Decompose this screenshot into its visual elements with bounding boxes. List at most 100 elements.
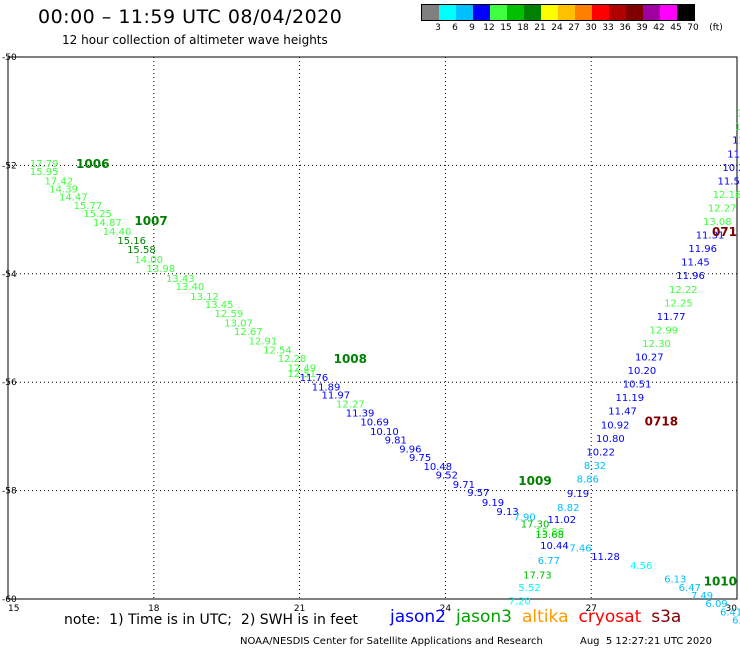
wave-height-points: 17.7915.9517.4214.3914.4715.7715.2514.87… <box>30 109 740 627</box>
wave-height-value: 10.80 <box>596 434 625 445</box>
wave-height-value: 8.32 <box>584 461 606 472</box>
satellite-s3a: s3a <box>651 607 682 627</box>
wave-height-legend: 3 6 9 12 15 18 21 24 27 30 33 36 39 42 45 70 (ft) <box>421 4 723 35</box>
wave-height-value: 13.43 <box>166 274 195 285</box>
lat-tick-label: -60 <box>2 595 17 605</box>
wave-height-value: 11.28 <box>591 552 620 563</box>
map-grid <box>8 57 737 599</box>
wave-height-value: 13.08 <box>703 217 732 228</box>
legend-label: 6 <box>452 23 458 33</box>
legend-swatch <box>541 5 558 20</box>
legend-label: 3 <box>435 23 441 33</box>
track-id-label: 1007 <box>134 214 167 228</box>
track-id-label: 071 <box>712 225 737 239</box>
wave-height-value: 15.16 <box>117 236 146 247</box>
legend-label: 39 <box>636 23 648 33</box>
wave-height-value: 10.69 <box>360 418 389 429</box>
legend-label: (ft) <box>709 23 723 33</box>
lon-tick-label: 18 <box>148 604 160 614</box>
wave-height-value: 11.96 <box>676 271 705 282</box>
wave-height-value: 4.56 <box>630 561 652 572</box>
lat-tick-label: -56 <box>2 378 17 388</box>
legend-swatch <box>643 5 660 20</box>
wave-height-value: 11.97 <box>321 390 350 401</box>
wave-height-value: 9.96 <box>399 445 421 456</box>
wave-height-value: 12.27 <box>336 400 365 411</box>
wave-height-value: 8.86 <box>577 474 599 485</box>
wave-height-value: 14.47 <box>59 193 88 204</box>
wave-height-value: 6.47 <box>679 583 701 594</box>
legend-swatch <box>439 5 456 20</box>
legend-color-bar <box>421 4 695 21</box>
wave-height-value: 14.00 <box>134 255 163 266</box>
legend-label: 24 <box>551 23 563 33</box>
wave-height-value: 15.95 <box>30 167 59 178</box>
legend-swatch <box>490 5 507 20</box>
wave-height-value: 11.45 <box>681 258 710 269</box>
legend-label: 30 <box>585 23 597 33</box>
wave-height-value: 13.07 <box>224 318 253 329</box>
wave-height-value: 9.57 <box>467 488 489 499</box>
wave-height-value: 12.27 <box>708 203 737 214</box>
legend-label: 27 <box>568 23 580 33</box>
track-id-label: 1008 <box>334 352 367 366</box>
wave-height-value: 17.30 <box>521 519 550 530</box>
satellite-altika: altika <box>522 607 569 627</box>
legend-label: 33 <box>602 23 614 33</box>
wave-height-value: 12.28 <box>278 354 307 365</box>
wave-height-value: 11.76 <box>300 373 329 384</box>
wave-height-value: 12.16 <box>713 190 740 201</box>
wave-height-value: 10.44 <box>540 541 569 552</box>
wave-height-value: 13.12 <box>190 292 219 303</box>
wave-height-value: 17.73 <box>523 570 552 581</box>
lat-tick-label: -54 <box>2 270 17 280</box>
legend-label: 15 <box>500 23 512 33</box>
track-labels: 1006 1007 1008 1009 0718 071 1010 <box>76 157 737 588</box>
wave-height-value: 1 <box>737 109 740 120</box>
lon-tick-label: 27 <box>585 604 596 614</box>
wave-height-value: 6.13 <box>664 575 686 586</box>
legend-swatch <box>456 5 473 20</box>
wave-height-value: 13.98 <box>147 264 176 275</box>
map-border <box>7 56 738 600</box>
wave-height-value: 12 <box>735 122 740 133</box>
wave-height-value: 7.90 <box>513 512 535 523</box>
legend-swatch <box>524 5 541 20</box>
track-id-label: 1010 <box>704 574 737 588</box>
wave-height-value: 15.58 <box>127 245 156 256</box>
wave-height-value: 13.68 <box>535 530 564 541</box>
legend-swatch <box>660 5 677 20</box>
lon-tick-label: 30 <box>726 604 738 614</box>
wave-height-value: 17.79 <box>30 159 59 170</box>
legend-swatch <box>422 5 439 20</box>
legend-swatch <box>558 5 575 20</box>
satellite-cryosat: cryosat <box>578 607 642 627</box>
wave-height-value: 15.77 <box>74 201 103 212</box>
wave-height-value: 11.96 <box>688 244 717 255</box>
wave-height-value: 13.40 <box>176 282 205 293</box>
wave-height-value: 9.13 <box>496 507 518 518</box>
wave-height-value: 11.47 <box>608 407 637 418</box>
longitude-ticks: 15 18 21 24 27 30 <box>8 604 737 614</box>
legend-label: 18 <box>517 23 529 33</box>
legend-label: 36 <box>619 23 631 33</box>
wave-height-value: 9.52 <box>436 471 458 482</box>
wave-height-value: 10.20 <box>628 366 657 377</box>
wave-height-value: 10.22 <box>586 447 615 458</box>
wave-height-value: 12.91 <box>249 336 278 347</box>
satellite-jason3: jason3 <box>456 607 512 627</box>
wave-height-value: 11.39 <box>346 408 375 419</box>
legend-swatch <box>473 5 490 20</box>
wave-height-value: 12.67 <box>234 327 263 338</box>
wave-height-value: 6.41 <box>720 607 740 618</box>
legend-swatch <box>609 5 626 20</box>
legend-swatch <box>575 5 592 20</box>
wave-height-value: 12.25 <box>664 298 693 309</box>
wave-height-value: 11.02 <box>547 515 576 526</box>
legend-swatch <box>507 5 524 20</box>
track-id-label: 0718 <box>645 415 678 429</box>
wave-height-value: 11. <box>732 136 740 147</box>
track-id-label: 1009 <box>518 474 551 488</box>
wave-height-value: 14.39 <box>49 185 78 196</box>
